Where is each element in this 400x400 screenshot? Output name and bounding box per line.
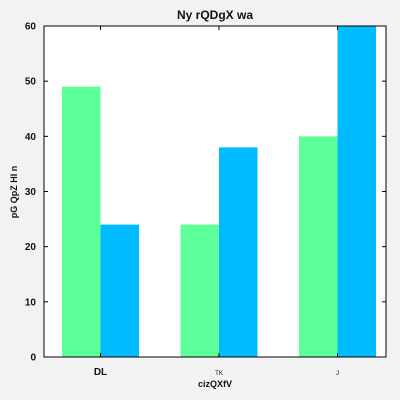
bar-dl-series-2 xyxy=(100,224,139,357)
bar-dl-series-1 xyxy=(62,86,101,357)
y-tick-label-0: 0 xyxy=(30,353,36,364)
y-axis-label: pG QpZ HI n xyxy=(9,166,19,219)
y-tick-label-30: 30 xyxy=(25,187,37,198)
x-axis-label: cizQXfV xyxy=(198,379,232,389)
x-tick-label-tk: TK xyxy=(215,371,223,377)
bars-group xyxy=(62,26,376,357)
bar-tk-series-1 xyxy=(180,224,219,357)
plot-frame xyxy=(43,25,387,358)
y-tick-label-20: 20 xyxy=(25,242,37,253)
chart-title: Ny rQDgX wa xyxy=(177,8,253,22)
bar-j-series-1 xyxy=(299,136,338,357)
x-ticks-group: DL TK J xyxy=(94,26,339,378)
y-tick-label-10: 10 xyxy=(25,297,37,308)
y-tick-label-60: 60 xyxy=(25,22,37,33)
x-tick-label-dl: DL xyxy=(94,367,107,378)
bar-tk-series-2 xyxy=(219,147,258,357)
y-tick-label-40: 40 xyxy=(25,132,37,143)
bar-j-series-2 xyxy=(337,26,376,357)
y-tick-label-50: 50 xyxy=(25,77,37,88)
x-tick-label-j: J xyxy=(336,371,339,377)
